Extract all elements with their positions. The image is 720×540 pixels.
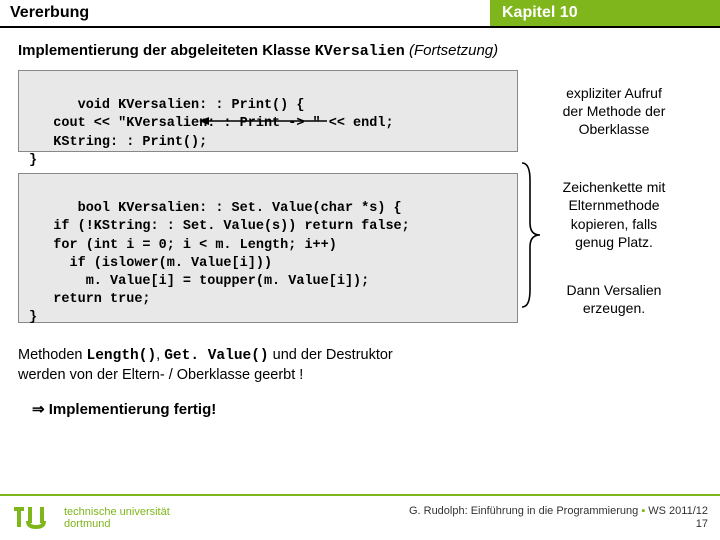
slide-footer: technische universität dortmund G. Rudol… xyxy=(0,494,720,540)
code-block-2: bool KVersalien: : Set. Value(char *s) {… xyxy=(18,173,518,323)
methods-note: Methoden Length(), Get. Value() und der … xyxy=(18,346,702,386)
code-1-text: void KVersalien: : Print() { cout << "KV… xyxy=(29,98,394,168)
header-topic: Vererbung xyxy=(0,0,490,26)
implementation-done: ⇒ Implementierung fertig! xyxy=(32,400,702,418)
header-chapter: Kapitel 10 xyxy=(490,0,720,26)
row-2: bool KVersalien: : Set. Value(char *s) {… xyxy=(18,160,702,336)
methods-m2: Get. Value() xyxy=(164,348,268,364)
methods-t2: , xyxy=(156,347,164,363)
subtitle: Implementierung der abgeleiteten Klasse … xyxy=(18,42,702,60)
footer-term: WS 2011/12 xyxy=(645,505,708,517)
slide-header: Vererbung Kapitel 10 xyxy=(0,0,720,28)
subtitle-suffix: (Fortsetzung) xyxy=(405,42,498,59)
footer-uni1: technische universität xyxy=(64,506,170,518)
slide-content: Implementierung der abgeleiteten Klasse … xyxy=(0,28,720,418)
code-2-text: bool KVersalien: : Set. Value(char *s) {… xyxy=(29,201,410,325)
footer-right: G. Rudolph: Einführung in die Programmie… xyxy=(409,505,708,531)
tu-logo-icon xyxy=(12,503,54,533)
footer-page: 17 xyxy=(696,518,708,530)
annotation-2: Zeichenkette mit Elternmethode kopieren,… xyxy=(526,160,702,336)
row-1: void KVersalien: : Print() { cout << "KV… xyxy=(18,70,702,152)
footer-uni2: dortmund xyxy=(64,518,170,530)
annotation-1: expliziter Aufruf der Methode der Oberkl… xyxy=(526,84,702,139)
methods-t1: Methoden xyxy=(18,347,87,363)
methods-m1: Length() xyxy=(87,348,157,364)
footer-credit: G. Rudolph: Einführung in die Programmie… xyxy=(409,505,641,517)
footer-university: technische universität dortmund xyxy=(64,506,170,530)
subtitle-classname: KVersalien xyxy=(315,43,405,60)
annotation-2a: Zeichenkette mit Elternmethode kopieren,… xyxy=(526,178,702,251)
footer-left: technische universität dortmund xyxy=(12,503,170,533)
subtitle-prefix: Implementierung der abgeleiteten Klasse xyxy=(18,42,315,59)
code-block-1: void KVersalien: : Print() { cout << "KV… xyxy=(18,70,518,152)
annotation-2b: Dann Versalien erzeugen. xyxy=(526,281,702,317)
